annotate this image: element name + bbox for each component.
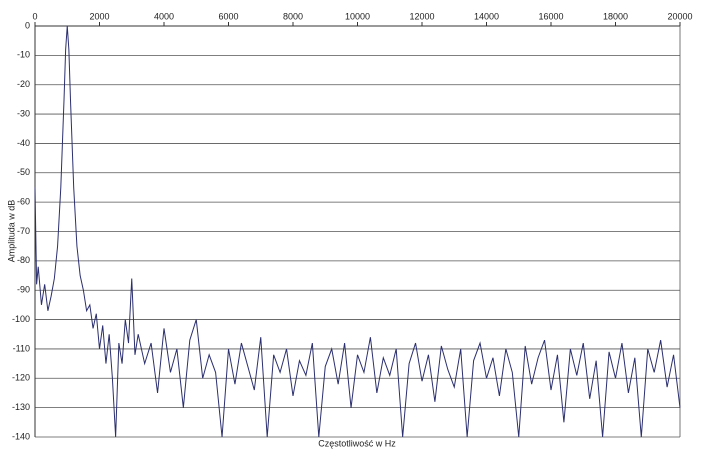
y-tick-label: -120 [12, 373, 30, 383]
y-tick-label: -10 [17, 50, 30, 60]
x-tick-label: 16000 [538, 11, 563, 21]
y-tick-label: -40 [17, 138, 30, 148]
x-tick-label: 10000 [345, 11, 370, 21]
x-axis-label: Częstotliwość w Hz [318, 438, 396, 448]
x-tick-label: 8000 [283, 11, 303, 21]
x-tick-label: 0 [32, 11, 37, 21]
y-tick-label: 0 [25, 20, 30, 30]
x-tick-label: 14000 [474, 11, 499, 21]
x-tick-label: 12000 [409, 11, 434, 21]
y-tick-label: -50 [17, 167, 30, 177]
x-tick-label: 6000 [218, 11, 238, 21]
y-tick-label: -20 [17, 79, 30, 89]
y-tick-label: -90 [17, 285, 30, 295]
y-tick-label: -70 [17, 226, 30, 236]
y-tick-label: -30 [17, 108, 30, 118]
x-tick-label: 18000 [603, 11, 628, 21]
y-tick-label: -110 [13, 343, 30, 353]
x-tick-label: 2000 [89, 11, 109, 21]
x-tick-label: 4000 [154, 11, 174, 21]
y-tick-label: -130 [12, 402, 30, 412]
y-axis-label: Amplituda w dB [6, 200, 16, 263]
y-tick-label: -80 [17, 255, 30, 265]
y-tick-label: -140 [12, 431, 30, 441]
spectrum-line [34, 25, 681, 438]
x-tick-label: 20000 [667, 11, 692, 21]
y-tick-label: -100 [12, 314, 30, 324]
y-tick-label: -60 [17, 197, 30, 207]
